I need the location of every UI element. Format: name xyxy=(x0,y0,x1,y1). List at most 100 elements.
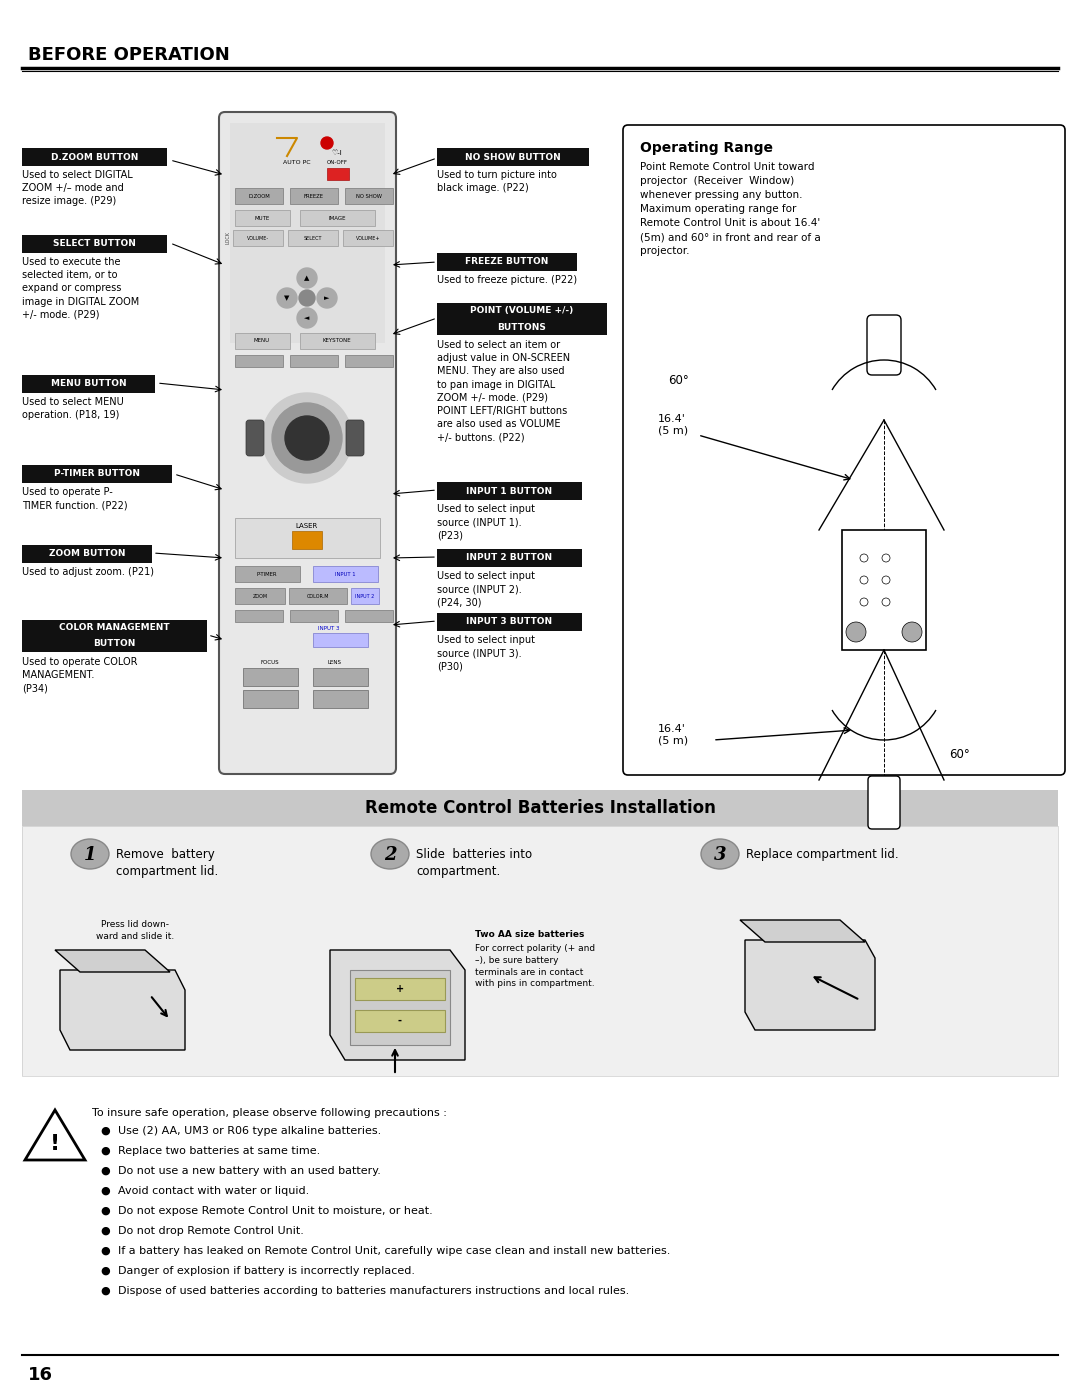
Polygon shape xyxy=(25,1111,85,1160)
Text: 60°: 60° xyxy=(949,749,970,761)
Text: Use (2) AA, UM3 or R06 type alkaline batteries.: Use (2) AA, UM3 or R06 type alkaline bat… xyxy=(118,1126,381,1136)
Text: Used to select input
source (INPUT 1).
(P23): Used to select input source (INPUT 1). (… xyxy=(437,504,535,541)
Text: SELECT: SELECT xyxy=(303,236,322,240)
Bar xyxy=(22,235,167,253)
Bar xyxy=(288,231,338,246)
Text: Replace compartment lid.: Replace compartment lid. xyxy=(746,848,899,861)
Bar xyxy=(291,355,338,367)
Text: INPUT 3: INPUT 3 xyxy=(319,626,340,630)
Text: ◄: ◄ xyxy=(305,314,310,321)
Text: 60°: 60° xyxy=(669,373,689,387)
Circle shape xyxy=(262,393,352,483)
Text: Do not drop Remote Control Unit.: Do not drop Remote Control Unit. xyxy=(118,1227,303,1236)
Bar xyxy=(22,620,207,652)
FancyBboxPatch shape xyxy=(623,124,1065,775)
Text: POINT (VOLUME +/-): POINT (VOLUME +/-) xyxy=(471,306,573,316)
Circle shape xyxy=(276,288,297,307)
Bar xyxy=(235,588,285,604)
Text: MENU: MENU xyxy=(254,338,270,344)
Text: MENU BUTTON: MENU BUTTON xyxy=(51,380,126,388)
Text: Used to execute the
selected item, or to
expand or compress
image in DIGITAL ZOO: Used to execute the selected item, or to… xyxy=(22,257,139,320)
Text: ZOOM BUTTON: ZOOM BUTTON xyxy=(49,549,125,559)
Bar xyxy=(313,668,368,686)
Text: LENS: LENS xyxy=(328,661,342,665)
Text: ♡-I: ♡-I xyxy=(332,149,342,156)
Text: MUTE: MUTE xyxy=(255,215,270,221)
FancyBboxPatch shape xyxy=(346,420,364,455)
Text: NO SHOW BUTTON: NO SHOW BUTTON xyxy=(465,152,561,162)
Text: ▲: ▲ xyxy=(305,275,310,281)
Text: -: - xyxy=(399,1016,402,1025)
Bar xyxy=(300,210,375,226)
Text: VOLUME-: VOLUME- xyxy=(247,236,269,240)
Text: BUTTON: BUTTON xyxy=(93,640,136,648)
Text: P-TIMER BUTTON: P-TIMER BUTTON xyxy=(54,469,140,479)
Text: Used to operate COLOR
MANAGEMENT.
(P34): Used to operate COLOR MANAGEMENT. (P34) xyxy=(22,657,137,693)
Text: FREEZE: FREEZE xyxy=(303,194,324,198)
Circle shape xyxy=(846,622,866,643)
Bar xyxy=(243,690,298,708)
FancyBboxPatch shape xyxy=(868,775,900,828)
Text: ▼: ▼ xyxy=(284,295,289,300)
Text: ●: ● xyxy=(100,1186,110,1196)
Text: ●: ● xyxy=(100,1206,110,1215)
Text: Slide  batteries into
compartment.: Slide batteries into compartment. xyxy=(416,848,532,877)
Circle shape xyxy=(272,402,342,474)
Text: ►: ► xyxy=(324,295,329,300)
Ellipse shape xyxy=(71,840,109,869)
Text: NO SHOW: NO SHOW xyxy=(356,194,382,198)
Bar xyxy=(437,148,589,166)
Bar xyxy=(235,518,380,557)
Text: 3: 3 xyxy=(714,847,726,863)
Text: Used to adjust zoom. (P21): Used to adjust zoom. (P21) xyxy=(22,567,154,577)
Polygon shape xyxy=(330,950,465,1060)
Text: ●: ● xyxy=(100,1146,110,1155)
Bar xyxy=(230,123,384,344)
Text: ●: ● xyxy=(100,1126,110,1136)
Bar xyxy=(235,189,283,204)
Text: ●: ● xyxy=(100,1166,110,1176)
Bar xyxy=(235,566,300,583)
Text: COLOR.M: COLOR.M xyxy=(307,594,329,598)
Bar xyxy=(842,529,926,650)
Bar xyxy=(351,588,379,604)
Text: D.ZOOM: D.ZOOM xyxy=(248,194,270,198)
Text: For correct polarity (+ and
–), be sure battery
terminals are in contact
with pi: For correct polarity (+ and –), be sure … xyxy=(475,944,595,989)
Text: COLOR MANAGEMENT: COLOR MANAGEMENT xyxy=(59,623,170,633)
Text: Operating Range: Operating Range xyxy=(640,141,773,155)
Bar xyxy=(289,588,347,604)
Bar xyxy=(437,613,582,631)
Bar xyxy=(235,355,283,367)
Circle shape xyxy=(299,291,315,306)
Bar xyxy=(22,465,172,483)
Text: D.ZOOM BUTTON: D.ZOOM BUTTON xyxy=(51,152,138,162)
Text: Used to turn picture into
black image. (P22): Used to turn picture into black image. (… xyxy=(437,170,557,193)
Polygon shape xyxy=(740,921,865,942)
Text: ●: ● xyxy=(100,1227,110,1236)
Text: Avoid contact with water or liquid.: Avoid contact with water or liquid. xyxy=(118,1186,309,1196)
Text: Used to select DIGITAL
ZOOM +/– mode and
resize image. (P29): Used to select DIGITAL ZOOM +/– mode and… xyxy=(22,170,133,207)
Text: ●: ● xyxy=(100,1287,110,1296)
Text: Do not expose Remote Control Unit to moisture, or heat.: Do not expose Remote Control Unit to moi… xyxy=(118,1206,433,1215)
Bar xyxy=(300,332,375,349)
Text: Danger of explosion if battery is incorrectly replaced.: Danger of explosion if battery is incorr… xyxy=(118,1266,415,1275)
Bar xyxy=(313,690,368,708)
Polygon shape xyxy=(60,970,185,1051)
Text: 16.4'
(5 m): 16.4' (5 m) xyxy=(658,414,688,436)
Text: Used to freeze picture. (P22): Used to freeze picture. (P22) xyxy=(437,275,577,285)
Bar xyxy=(313,633,368,647)
Text: FOCUS: FOCUS xyxy=(260,661,280,665)
Bar xyxy=(313,566,378,583)
FancyBboxPatch shape xyxy=(246,420,264,455)
Text: Used to select MENU
operation. (P18, 19): Used to select MENU operation. (P18, 19) xyxy=(22,397,124,420)
Ellipse shape xyxy=(372,840,409,869)
Bar xyxy=(235,332,291,349)
Text: FREEZE BUTTON: FREEZE BUTTON xyxy=(465,257,549,267)
Text: Press lid down-
ward and slide it.: Press lid down- ward and slide it. xyxy=(96,921,174,940)
Text: Used to select an item or
adjust value in ON-SCREEN
MENU. They are also used
to : Used to select an item or adjust value i… xyxy=(437,339,570,443)
Text: P-TIMER: P-TIMER xyxy=(257,571,278,577)
Text: LASER: LASER xyxy=(296,522,319,529)
FancyBboxPatch shape xyxy=(219,112,396,774)
Text: KEYSTONE: KEYSTONE xyxy=(323,338,351,344)
Bar xyxy=(22,826,1058,1076)
